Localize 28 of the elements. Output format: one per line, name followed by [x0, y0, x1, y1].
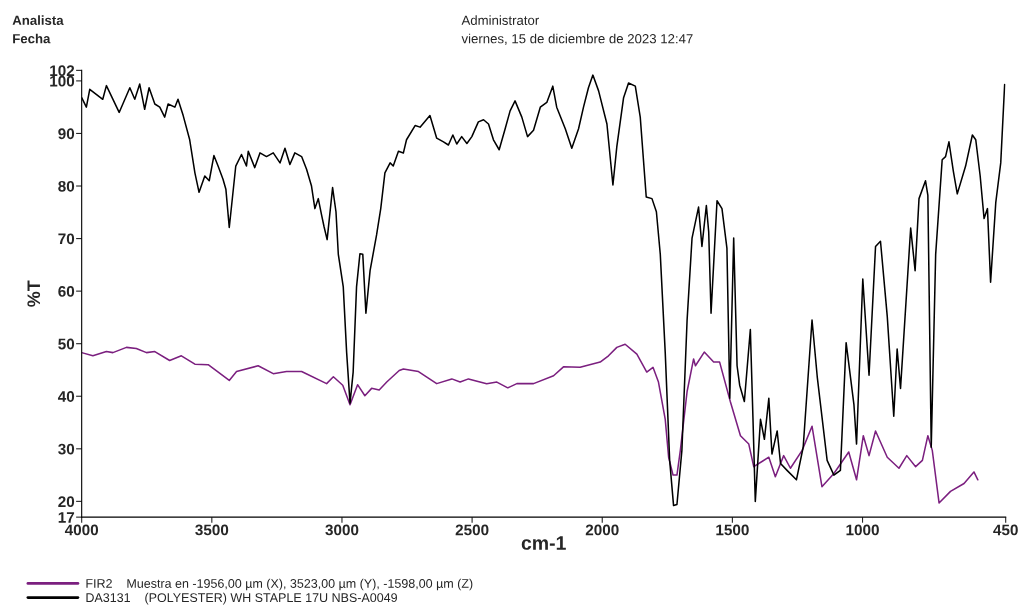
x-tick-label: 2000: [585, 524, 619, 536]
x-tick-label: 1000: [846, 524, 879, 536]
line-series: [81, 343, 979, 504]
y-tick-label: 30: [58, 443, 75, 455]
text: viernes, 15 de diciembre de 2023 12:47: [461, 33, 693, 45]
legend-label: DA3131 (POLYESTER) WH STAPLE 17U NBS-A0049: [86, 592, 397, 605]
y-tick-label: 60: [58, 286, 75, 297]
y-tick-label: 80: [58, 180, 75, 192]
y-tick-label: 90: [58, 128, 75, 140]
legend-label: FIR2 Muestra en -1956,00 µm (X), 3523,00 µm (Y), -1598,00 µm (Z): [86, 578, 473, 591]
x-tick-label: 3000: [325, 524, 359, 536]
y-tick-label: 100: [50, 75, 75, 87]
x-tick-label: 3500: [195, 524, 229, 536]
x-axis-title: cm-1: [521, 536, 566, 550]
y-tick-label: 20: [58, 496, 75, 508]
x-tick-label: 1500: [716, 524, 749, 536]
y-axis-title: %T: [27, 280, 41, 307]
y-tick-label: 50: [58, 338, 75, 350]
y-tick-label: 102: [50, 65, 75, 77]
y-tick-label: 70: [58, 233, 75, 245]
text: Administrator: [461, 15, 539, 25]
y-tick-label: 17: [58, 512, 75, 523]
x-tick-label: 4000: [64, 524, 99, 536]
x-tick-label: 2500: [455, 524, 489, 536]
y-tick-label: 40: [57, 391, 75, 402]
text: Analista: [12, 15, 64, 25]
x-tick-label: 450: [993, 524, 1018, 536]
text: Fecha: [13, 33, 51, 44]
